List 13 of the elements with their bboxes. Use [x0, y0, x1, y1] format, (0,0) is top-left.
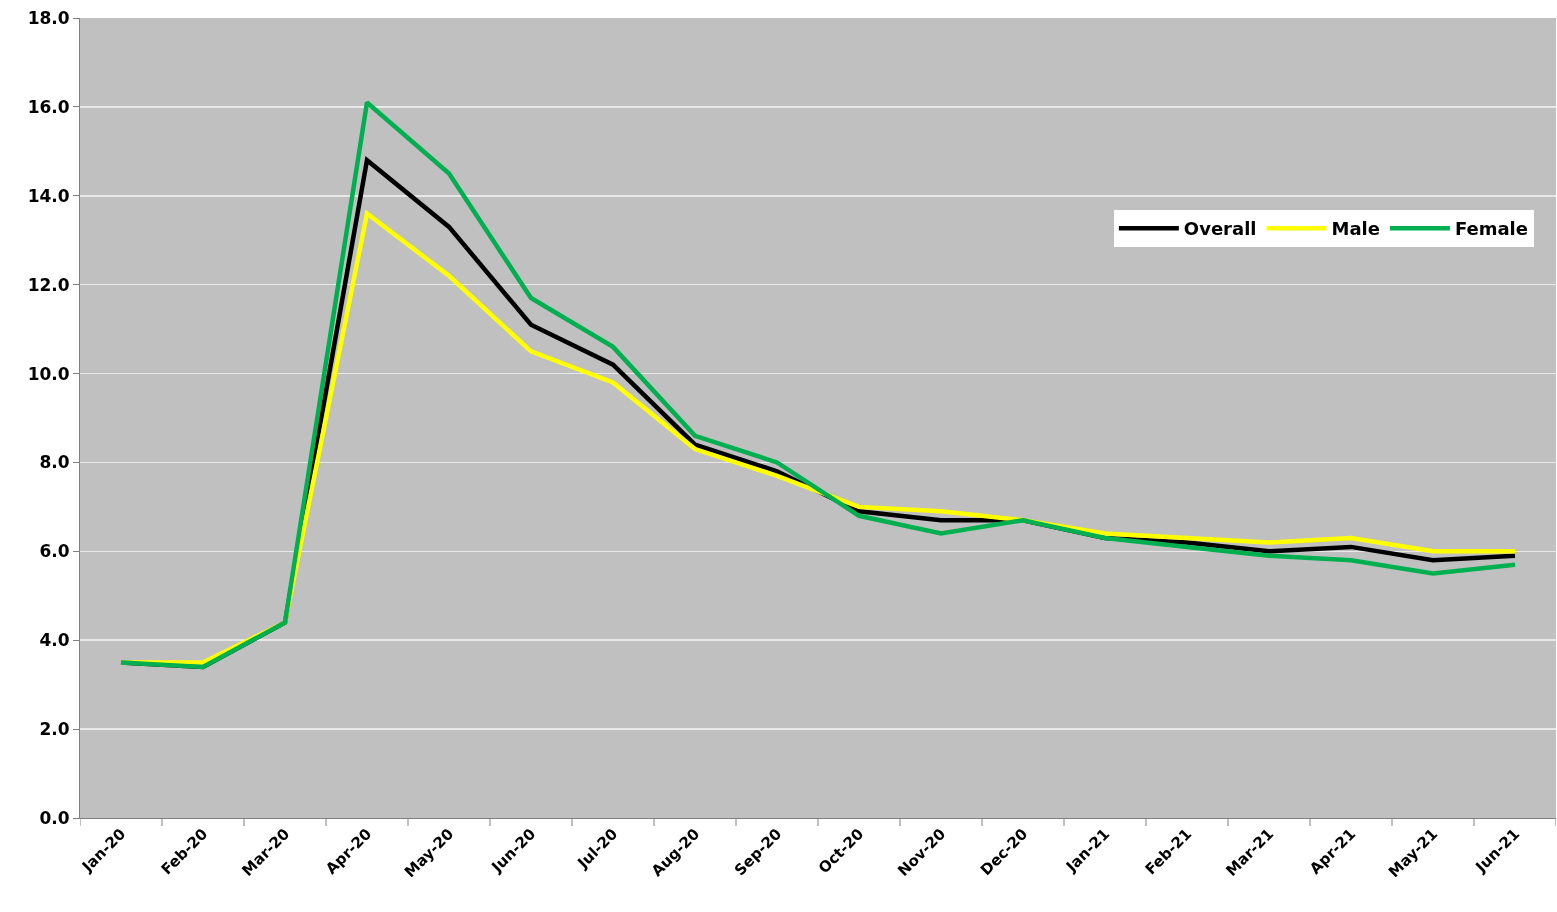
y-tick-label: 2.0 [39, 719, 70, 740]
legend-label: Male [1331, 218, 1380, 240]
y-tick-label: 12.0 [27, 274, 70, 295]
y-tick-label: 6.0 [39, 541, 70, 562]
y-tick-label: 18.0 [27, 7, 70, 28]
y-tick-label: 16.0 [27, 96, 70, 117]
y-tick-label: 0.0 [39, 807, 70, 828]
legend-label: Overall [1183, 218, 1257, 240]
y-tick-label: 4.0 [39, 630, 70, 651]
y-tick-label: 14.0 [27, 185, 70, 206]
legend-label: Female [1454, 218, 1528, 240]
y-tick-label: 8.0 [39, 452, 70, 473]
y-tick-label: 10.0 [27, 363, 70, 384]
